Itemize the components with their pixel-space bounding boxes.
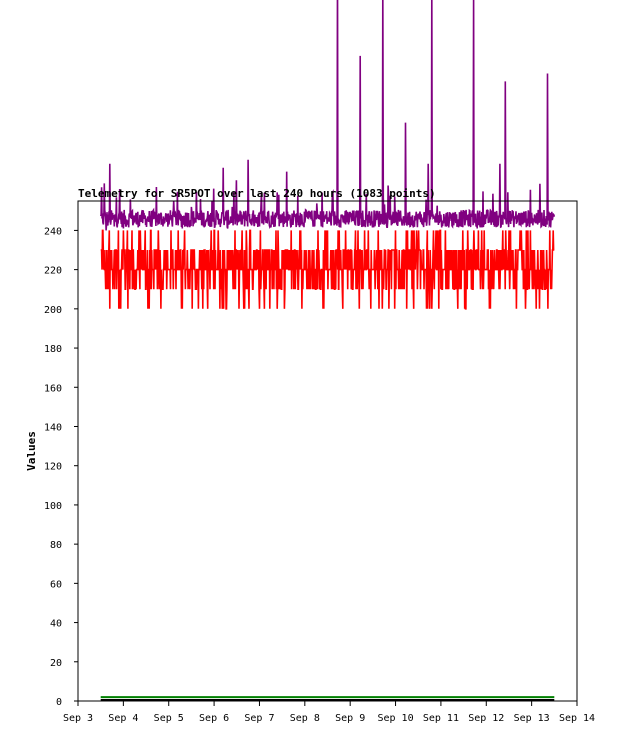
y-axis: 0 20 40 60 80 100 120 140 160 180 200 220 240 [44, 226, 78, 708]
chart-title: Telemetry for SR5POT over last 240 hours… [78, 187, 436, 200]
x-tick-label: Sep 4 [108, 713, 138, 724]
x-axis: Sep 3 Sep 4 Sep 5 Sep 6 Sep 7 Sep 8 Sep 9 Sep 1… [63, 701, 595, 724]
x-tick-label: Sep 5 [154, 713, 184, 724]
x-tick-label: Sep 10 [377, 713, 413, 724]
y-tick-label: 220 [44, 266, 62, 277]
x-tick-label: Sep 13 [514, 713, 550, 724]
y-tick-label: 140 [44, 422, 62, 433]
y-tick-label: 240 [44, 226, 62, 237]
y-tick-label: 180 [44, 344, 62, 355]
plot-frame [77, 200, 578, 702]
y-tick-label: 100 [44, 501, 62, 512]
x-tick-label: Sep 8 [290, 713, 320, 724]
y-tick-label: 120 [44, 462, 62, 473]
series-layer [99, 0, 556, 701]
x-tick-label: Sep 6 [199, 713, 229, 724]
y-tick-label: 200 [44, 305, 62, 316]
x-tick-label: Sep 3 [63, 713, 93, 724]
y-tick-label: 80 [50, 540, 62, 551]
y-tick-label: 60 [50, 579, 62, 590]
x-tick-label: Sep 12 [468, 713, 504, 724]
x-tick-label: Sep 11 [423, 713, 459, 724]
y-axis-label: Values [25, 431, 38, 471]
x-tick-label: Sep 7 [244, 713, 274, 724]
series-line-1 [100, 229, 555, 310]
x-tick-label: Sep 9 [335, 713, 365, 724]
y-tick-label: 0 [56, 697, 62, 708]
x-tick-label: Sep 14 [559, 713, 595, 724]
y-tick-label: 160 [44, 383, 62, 394]
series-line-0 [99, 0, 556, 231]
y-tick-label: 40 [50, 619, 62, 630]
y-tick-label: 20 [50, 658, 62, 669]
